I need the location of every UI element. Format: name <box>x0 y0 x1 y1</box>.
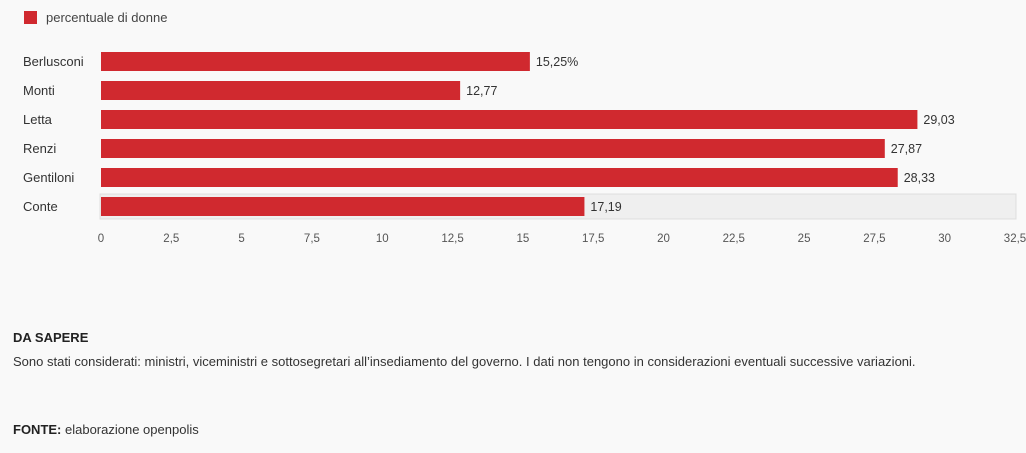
bar-letta[interactable] <box>101 110 918 129</box>
value-label: 17,19 <box>590 200 621 214</box>
x-tick-label: 0 <box>98 233 104 245</box>
source-label: FONTE: <box>13 422 62 437</box>
notes-section: DA SAPERE Sono stati considerati: minist… <box>13 326 973 374</box>
notes-text: Sono stati considerati: ministri, vicemi… <box>13 354 916 369</box>
x-tick-label: 30 <box>938 233 951 245</box>
source-text: elaborazione openpolis <box>61 422 199 437</box>
x-tick-label: 20 <box>657 233 670 245</box>
legend-label: percentuale di donne <box>46 10 168 25</box>
bar-monti[interactable] <box>101 81 461 100</box>
category-label: Berlusconi <box>23 54 84 69</box>
notes-title: DA SAPERE <box>13 330 89 345</box>
bar-gentiloni[interactable] <box>101 168 898 187</box>
x-tick-label: 7,5 <box>304 233 320 245</box>
x-tick-label: 22,5 <box>723 233 745 245</box>
bar-row-berlusconi[interactable]: Berlusconi 15,25% <box>23 52 578 71</box>
source-line: FONTE: elaborazione openpolis <box>13 422 199 437</box>
category-label: Renzi <box>23 141 56 156</box>
bar-berlusconi[interactable] <box>101 52 530 71</box>
category-label: Letta <box>23 112 53 127</box>
chart-legend[interactable]: percentuale di donne <box>24 10 167 25</box>
value-label: 27,87 <box>891 142 922 156</box>
x-tick-label: 15 <box>516 233 529 245</box>
bar-row-letta[interactable]: Letta 29,03 <box>23 110 955 129</box>
x-tick-label: 2,5 <box>163 233 179 245</box>
bar-row-conte[interactable]: Conte 17,19 <box>23 193 1017 220</box>
x-tick-label: 32,5 <box>1004 233 1026 245</box>
value-label: 15,25% <box>536 55 578 69</box>
bar-renzi[interactable] <box>101 139 885 158</box>
category-label: Gentiloni <box>23 170 74 185</box>
bar-row-gentiloni[interactable]: Gentiloni 28,33 <box>23 168 935 187</box>
x-tick-label: 27,5 <box>863 233 885 245</box>
x-tick-label: 5 <box>238 233 244 245</box>
category-label: Conte <box>23 199 58 214</box>
x-tick-label: 25 <box>798 233 811 245</box>
value-label: 28,33 <box>904 171 935 185</box>
legend-swatch <box>24 11 37 24</box>
x-tick-label: 17,5 <box>582 233 604 245</box>
x-tick-label: 10 <box>376 233 389 245</box>
value-label: 12,77 <box>466 84 497 98</box>
value-label: 29,03 <box>923 113 954 127</box>
category-label: Monti <box>23 83 55 98</box>
bar-conte[interactable] <box>101 197 585 216</box>
bar-row-monti[interactable]: Monti 12,77 <box>23 81 497 100</box>
bar-row-renzi[interactable]: Renzi 27,87 <box>23 139 922 158</box>
x-tick-label: 12,5 <box>441 233 463 245</box>
